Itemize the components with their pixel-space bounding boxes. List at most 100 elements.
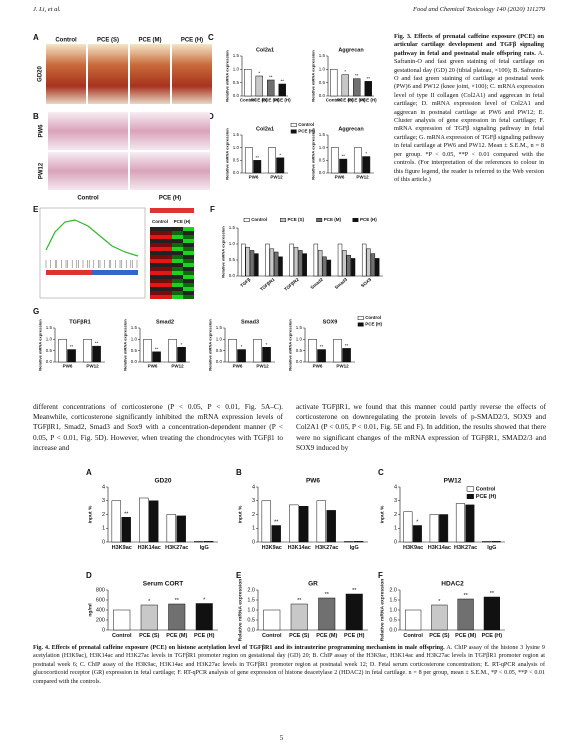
heatmap-cell	[183, 283, 194, 287]
bar	[274, 251, 279, 277]
panel-label: C	[208, 33, 214, 42]
x-tick-label: Smad3	[334, 277, 349, 291]
heatmap-cell	[172, 271, 183, 275]
bar	[322, 256, 327, 277]
legend-swatch	[290, 123, 297, 127]
y-tick-label: 1.5	[233, 53, 240, 58]
bar	[245, 246, 250, 277]
bar	[353, 147, 362, 174]
heatmap-cell	[161, 267, 172, 271]
heatmap-cell	[183, 291, 194, 295]
heatmap-cell	[172, 291, 183, 295]
heatmap-cell	[150, 291, 161, 295]
heatmap-cell	[161, 287, 172, 291]
heatmap-cell	[183, 267, 194, 271]
significance-mark: **	[255, 155, 259, 160]
heatmap-cell	[183, 239, 194, 243]
bar	[483, 596, 500, 631]
x-tick-label: PCE (S)	[251, 98, 268, 103]
chart-title: PW6	[306, 478, 320, 485]
bar	[111, 500, 122, 543]
bar	[289, 243, 294, 277]
column-label: Control	[77, 196, 99, 202]
histology-image	[130, 152, 210, 190]
legend-label: Control	[298, 122, 314, 127]
bar	[326, 259, 332, 277]
bar	[249, 250, 255, 277]
x-tick-label: PCE (H)	[194, 633, 215, 639]
y-axis-label: Relative mRNA expression	[238, 579, 244, 642]
chart-title: SOX9	[323, 319, 338, 325]
panel-label: F	[210, 205, 215, 214]
bar	[152, 351, 161, 363]
y-tick-label: 0.5	[247, 617, 255, 623]
heatmap-cell	[161, 271, 172, 275]
significance-mark: *	[148, 599, 151, 605]
legend-label: Control	[251, 217, 267, 222]
y-tick-label: 1	[252, 526, 255, 532]
bar	[316, 500, 327, 543]
bar	[149, 500, 159, 543]
x-tick-label: H3K9ac	[112, 545, 132, 551]
y-tick-label: 3	[252, 498, 255, 504]
body-column-right: activate TGFβR1, we found that this mann…	[296, 402, 546, 452]
heatmap-cell	[183, 259, 194, 263]
bar	[276, 157, 285, 174]
bar	[177, 347, 186, 363]
legend-label: Control	[365, 315, 381, 320]
bar	[491, 541, 501, 543]
bar	[195, 603, 213, 631]
y-tick-label: 0.0	[319, 170, 326, 175]
y-tick-label: 400	[96, 607, 105, 613]
x-tick-label: PCE (M)	[348, 98, 366, 103]
x-tick-label: Control	[326, 98, 342, 103]
bar	[318, 597, 336, 631]
rank-bar	[92, 270, 138, 275]
bar	[265, 243, 270, 277]
heatmap-cell	[172, 251, 183, 255]
legend-swatch	[243, 218, 250, 222]
column-label: PCE (M)	[139, 38, 162, 44]
bar	[267, 147, 276, 174]
x-tick-label: PCE (M)	[316, 633, 337, 639]
enrichment-curve	[45, 219, 139, 257]
y-tick-label: 0.5	[229, 257, 236, 262]
y-tick-label: 1.5	[319, 132, 326, 137]
panel-label: E	[236, 571, 242, 580]
y-tick-label: 1.5	[233, 132, 240, 137]
significance-mark: **	[325, 592, 330, 598]
chart-title: Col2a1	[256, 47, 274, 53]
heatmap-cell	[161, 239, 172, 243]
significance-mark: **	[175, 598, 180, 604]
x-tick-label: H3K9ac	[403, 545, 423, 551]
legend-swatch	[352, 218, 359, 222]
significance-mark: *	[266, 342, 268, 347]
y-axis-label: Relative mRNA expression	[288, 319, 293, 371]
bar	[254, 253, 259, 277]
heatmap-cell	[150, 279, 161, 283]
significance-mark: **	[280, 78, 284, 83]
bar	[465, 504, 475, 543]
bar	[263, 609, 281, 631]
panel-label: D	[208, 112, 214, 121]
bar	[375, 258, 380, 277]
y-axis-label: Relative mRNA expression	[208, 319, 213, 371]
heatmap-cell	[172, 255, 183, 259]
bar	[255, 75, 263, 97]
body-column-left: different concentrations of corticostero…	[33, 402, 283, 452]
bar	[241, 243, 246, 277]
bar	[308, 339, 317, 363]
bar	[346, 254, 351, 277]
chart-title: Aggrecan	[338, 126, 364, 132]
caption-title: Effects of prenatal caffeine exposure (P…	[51, 645, 445, 651]
bar	[302, 253, 307, 277]
x-tick-label: PW6	[313, 364, 323, 369]
bar	[412, 525, 422, 543]
y-tick-label: 600	[96, 597, 105, 603]
significance-mark: *	[438, 599, 441, 605]
heatmap-cell	[172, 275, 183, 279]
y-tick-label: 0	[102, 539, 105, 545]
heatmap-cell	[161, 279, 172, 283]
x-tick-label: PW12	[336, 364, 349, 369]
y-tick-label: 1	[394, 526, 397, 532]
